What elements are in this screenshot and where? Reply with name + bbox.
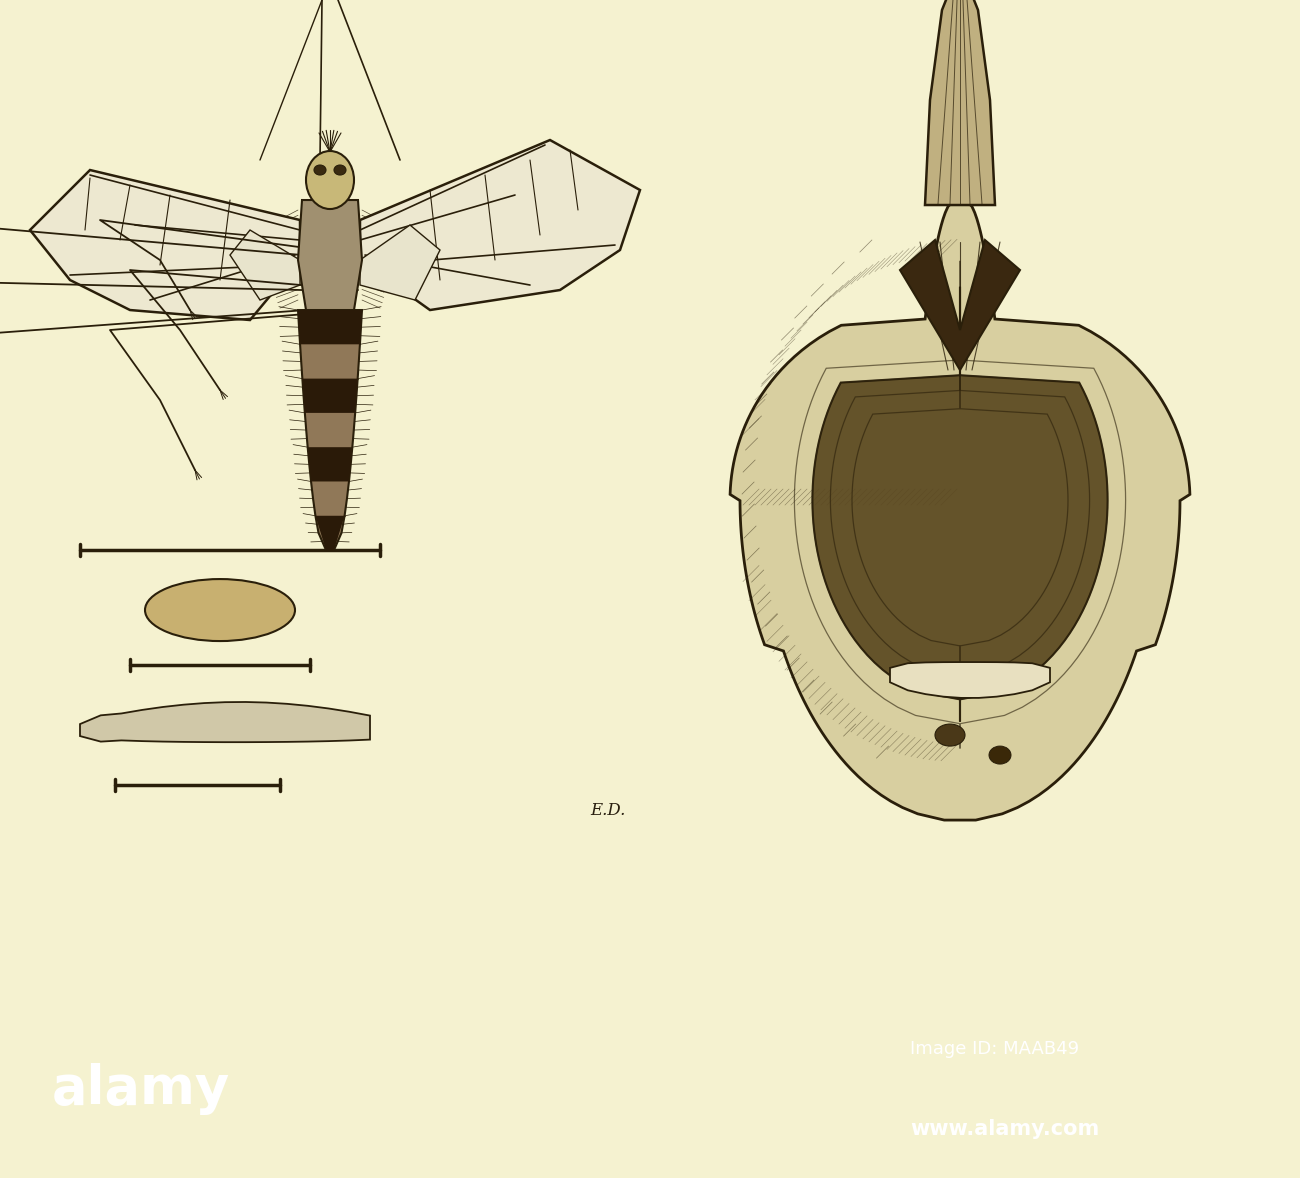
Polygon shape — [731, 200, 1190, 820]
Polygon shape — [308, 448, 352, 482]
Polygon shape — [230, 230, 300, 300]
Polygon shape — [926, 0, 994, 205]
Polygon shape — [812, 286, 1108, 721]
Ellipse shape — [989, 746, 1011, 765]
Polygon shape — [81, 702, 370, 742]
Polygon shape — [298, 310, 361, 344]
Text: www.alamy.com: www.alamy.com — [910, 1119, 1100, 1138]
Ellipse shape — [935, 724, 965, 746]
Polygon shape — [360, 225, 439, 300]
Polygon shape — [298, 200, 361, 320]
Text: Image ID: MAAB49: Image ID: MAAB49 — [910, 1040, 1079, 1058]
Text: E.D.: E.D. — [590, 802, 625, 819]
Ellipse shape — [334, 165, 346, 176]
Polygon shape — [30, 170, 300, 320]
Ellipse shape — [146, 580, 295, 641]
Polygon shape — [900, 240, 1020, 370]
Polygon shape — [298, 310, 361, 550]
Polygon shape — [303, 378, 358, 413]
Polygon shape — [316, 516, 344, 550]
Text: alamy: alamy — [52, 1063, 230, 1114]
Ellipse shape — [315, 165, 326, 176]
Polygon shape — [360, 140, 640, 310]
Ellipse shape — [306, 151, 354, 209]
Polygon shape — [891, 662, 1050, 697]
